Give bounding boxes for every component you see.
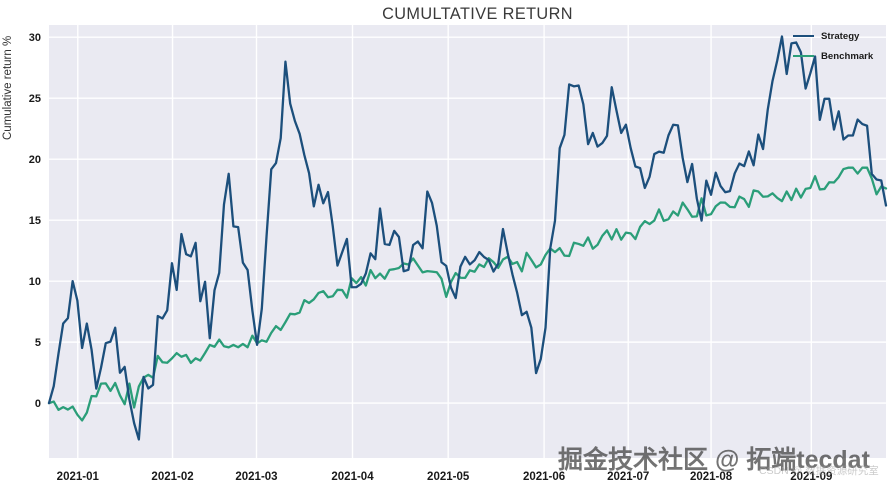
svg-text:10: 10	[29, 276, 41, 288]
svg-text:0: 0	[35, 398, 41, 410]
svg-text:2021-02: 2021-02	[151, 471, 193, 483]
svg-text:25: 25	[29, 93, 41, 105]
svg-text:2021-05: 2021-05	[427, 471, 470, 483]
svg-text:5: 5	[35, 337, 41, 349]
svg-text:2021-04: 2021-04	[331, 471, 374, 483]
svg-text:2021-01: 2021-01	[57, 471, 100, 483]
svg-text:2021-03: 2021-03	[235, 471, 277, 483]
svg-text:15: 15	[29, 215, 41, 227]
svg-text:30: 30	[29, 32, 41, 44]
svg-text:20: 20	[29, 154, 41, 166]
